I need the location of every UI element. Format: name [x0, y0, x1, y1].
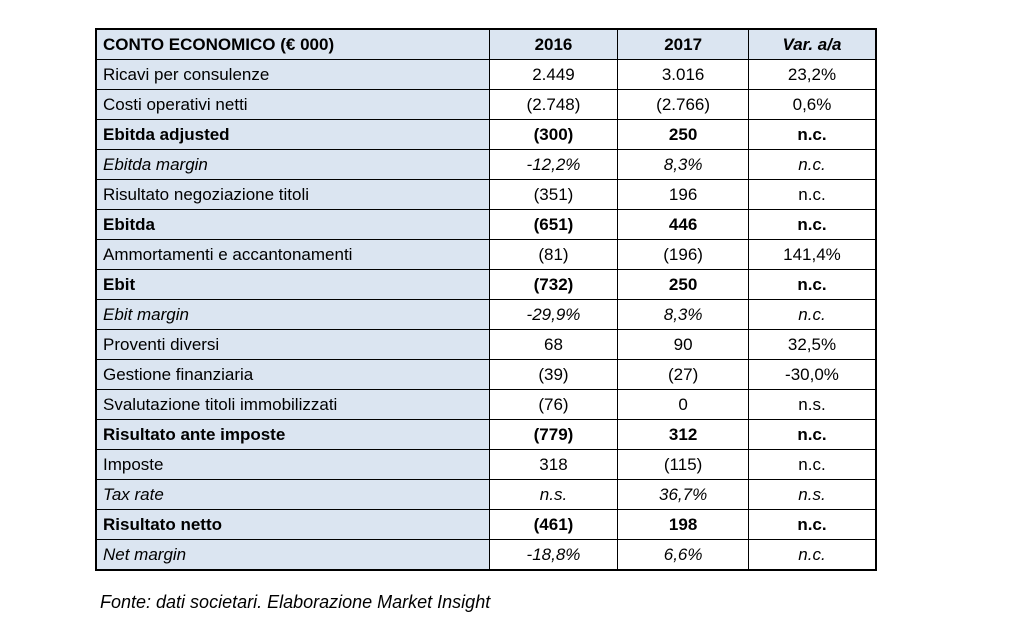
table-body: Ricavi per consulenze 2.449 3.016 23,2% Cost…: [95, 59, 877, 571]
value-var: n.c.: [747, 299, 877, 330]
table-row: Ebitda margin -12,2% 8,3% n.c.: [95, 149, 877, 180]
value-2016: (732): [488, 269, 619, 300]
value-2017: 196: [617, 179, 749, 210]
row-label: Ricavi per consulenze: [95, 59, 490, 90]
row-label: Ebit: [95, 269, 490, 300]
value-var: n.s.: [747, 479, 877, 510]
value-2016: -18,8%: [488, 539, 619, 571]
value-2017: 446: [617, 209, 749, 240]
table-header-row: CONTO ECONOMICO (€ 000) 2016 2017 Var. a…: [95, 28, 877, 60]
row-label: Ebitda: [95, 209, 490, 240]
value-2017: 250: [617, 119, 749, 150]
table-row: Proventi diversi 68 90 32,5%: [95, 329, 877, 360]
table-row: Risultato negoziazione titoli (351) 196 n.c…: [95, 179, 877, 210]
value-2016: 2.449: [488, 59, 619, 90]
row-label: Costi operativi netti: [95, 89, 490, 120]
value-2016: (651): [488, 209, 619, 240]
row-label: Ebitda margin: [95, 149, 490, 180]
row-label: Net margin: [95, 539, 490, 571]
value-2016: (2.748): [488, 89, 619, 120]
value-2016: (39): [488, 359, 619, 390]
row-label: Gestione finanziaria: [95, 359, 490, 390]
value-2017: (196): [617, 239, 749, 270]
value-2017: 8,3%: [617, 149, 749, 180]
value-2016: (81): [488, 239, 619, 270]
income-statement-table: CONTO ECONOMICO (€ 000) 2016 2017 Var. a…: [95, 28, 877, 571]
row-label: Ammortamenti e accantonamenti: [95, 239, 490, 270]
value-2017: 0: [617, 389, 749, 420]
row-label: Ebit margin: [95, 299, 490, 330]
value-2016: -29,9%: [488, 299, 619, 330]
value-var: n.c.: [747, 449, 877, 480]
value-2016: (779): [488, 419, 619, 450]
value-var: n.c.: [747, 269, 877, 300]
value-2017: 250: [617, 269, 749, 300]
source-note: Fonte: dati societari. Elaborazione Mark…: [100, 592, 491, 612]
row-label: Svalutazione titoli immobilizzati: [95, 389, 490, 420]
table-row: Net margin -18,8% 6,6% n.c.: [95, 539, 877, 571]
table-row: Ebit margin -29,9% 8,3% n.c.: [95, 299, 877, 330]
row-label: Ebitda adjusted: [95, 119, 490, 150]
value-var: n.c.: [747, 179, 877, 210]
value-var: n.c.: [747, 509, 877, 540]
value-var: n.c.: [747, 149, 877, 180]
value-2016: 318: [488, 449, 619, 480]
value-2017: 36,7%: [617, 479, 749, 510]
table-row: Svalutazione titoli immobilizzati (76) 0 n.…: [95, 389, 877, 420]
value-2017: 198: [617, 509, 749, 540]
value-var: 32,5%: [747, 329, 877, 360]
header-col-var: Var. a/a: [747, 28, 877, 60]
value-var: n.c.: [747, 209, 877, 240]
table-row: Risultato ante imposte (779) 312 n.c.: [95, 419, 877, 450]
table-row: Imposte 318 (115) n.c.: [95, 449, 877, 480]
value-2017: (2.766): [617, 89, 749, 120]
table-row: Tax rate n.s. 36,7% n.s.: [95, 479, 877, 510]
value-2016: 68: [488, 329, 619, 360]
header-title: CONTO ECONOMICO (€ 000): [95, 28, 490, 60]
header-col-2017: 2017: [617, 28, 749, 60]
table-row: Costi operativi netti (2.748) (2.766) 0,6%: [95, 89, 877, 120]
value-var: 141,4%: [747, 239, 877, 270]
value-var: 23,2%: [747, 59, 877, 90]
header-col-2016: 2016: [488, 28, 619, 60]
value-var: 0,6%: [747, 89, 877, 120]
table-row: Ricavi per consulenze 2.449 3.016 23,2%: [95, 59, 877, 90]
row-label: Risultato netto: [95, 509, 490, 540]
value-var: n.c.: [747, 119, 877, 150]
table-row: Ebitda (651) 446 n.c.: [95, 209, 877, 240]
value-2017: 90: [617, 329, 749, 360]
row-label: Proventi diversi: [95, 329, 490, 360]
value-var: -30,0%: [747, 359, 877, 390]
value-2016: n.s.: [488, 479, 619, 510]
table-row: Ammortamenti e accantonamenti (81) (196) 14…: [95, 239, 877, 270]
table-row: Ebit (732) 250 n.c.: [95, 269, 877, 300]
value-2017: 3.016: [617, 59, 749, 90]
row-label: Tax rate: [95, 479, 490, 510]
value-2017: 6,6%: [617, 539, 749, 571]
value-2017: (115): [617, 449, 749, 480]
table-row: Ebitda adjusted (300) 250 n.c.: [95, 119, 877, 150]
value-2016: (351): [488, 179, 619, 210]
value-2016: -12,2%: [488, 149, 619, 180]
value-2017: 8,3%: [617, 299, 749, 330]
value-var: n.c.: [747, 419, 877, 450]
value-2017: 312: [617, 419, 749, 450]
row-label: Risultato negoziazione titoli: [95, 179, 490, 210]
row-label: Imposte: [95, 449, 490, 480]
table-row: Risultato netto (461) 198 n.c.: [95, 509, 877, 540]
value-var: n.c.: [747, 539, 877, 571]
value-2016: (76): [488, 389, 619, 420]
table-row: Gestione finanziaria (39) (27) -30,0%: [95, 359, 877, 390]
row-label: Risultato ante imposte: [95, 419, 490, 450]
value-2016: (461): [488, 509, 619, 540]
value-2016: (300): [488, 119, 619, 150]
value-2017: (27): [617, 359, 749, 390]
value-var: n.s.: [747, 389, 877, 420]
